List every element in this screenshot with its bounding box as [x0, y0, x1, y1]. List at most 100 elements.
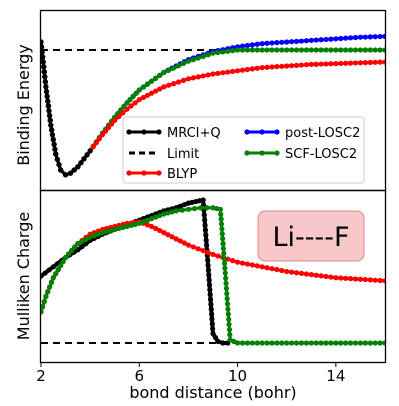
series-point	[274, 267, 280, 273]
series-point	[41, 39, 44, 45]
series-point	[225, 48, 231, 54]
series-point	[42, 79, 48, 85]
series-point	[161, 69, 167, 75]
series-point	[333, 36, 339, 42]
series-point	[377, 340, 383, 346]
series-point	[264, 265, 270, 271]
series-point	[367, 34, 373, 40]
series-point	[239, 340, 246, 346]
series-point	[308, 37, 314, 44]
series-point	[144, 92, 151, 98]
series-point	[195, 74, 201, 80]
series-point	[128, 222, 134, 228]
series-point	[269, 64, 275, 70]
series-point	[343, 35, 349, 41]
series-point	[234, 340, 241, 346]
series-point	[224, 291, 230, 297]
series-point	[47, 117, 53, 123]
series-point	[348, 60, 354, 66]
series-point	[220, 236, 226, 242]
x-tick-label: 10	[228, 367, 247, 385]
series-point	[303, 62, 309, 68]
series-point	[204, 205, 210, 211]
series-point	[328, 340, 334, 346]
legend-label: MRCI+Q	[167, 126, 221, 141]
series-point	[66, 251, 72, 257]
series-point	[202, 222, 208, 228]
series-point	[210, 50, 216, 56]
series-point	[269, 40, 275, 46]
series-point	[313, 340, 319, 346]
series-point	[120, 224, 126, 231]
series-point	[205, 257, 211, 263]
series-point	[348, 47, 354, 53]
series-point	[205, 267, 212, 273]
series-point	[136, 97, 142, 103]
series-point	[209, 321, 215, 327]
series-point	[191, 205, 198, 212]
series-point	[180, 77, 187, 83]
series-point	[352, 60, 359, 66]
series-point	[91, 233, 97, 239]
molecule-annotation: Li----F	[257, 210, 365, 262]
series-point	[293, 340, 300, 346]
series-point	[289, 39, 295, 45]
series-point	[132, 100, 138, 106]
series-point	[157, 227, 163, 234]
legend-marker	[156, 170, 162, 176]
series-point	[279, 340, 285, 346]
series-point	[221, 255, 227, 261]
series-point	[293, 38, 300, 44]
series-point	[99, 230, 106, 236]
series-point	[207, 296, 214, 303]
series-point	[148, 223, 155, 230]
bottom-ylabel: Mulliken Charge	[14, 212, 33, 340]
series-point	[333, 61, 339, 67]
series-point	[338, 60, 344, 67]
series-point	[239, 260, 246, 266]
series-point	[202, 217, 208, 223]
series-point	[289, 269, 295, 275]
series-point	[377, 59, 383, 65]
series-point	[176, 63, 182, 69]
series-point	[46, 267, 52, 273]
series-point	[357, 340, 364, 346]
series-point	[148, 78, 155, 84]
series-point	[343, 275, 349, 281]
series-point	[328, 274, 334, 280]
series-point	[75, 240, 81, 247]
series-point	[205, 249, 211, 256]
series-point	[140, 84, 146, 90]
series-point	[222, 270, 228, 276]
series-point	[206, 282, 213, 288]
top-series-layer	[41, 33, 385, 178]
series-point	[362, 47, 368, 53]
series-point	[284, 63, 290, 69]
series-point	[45, 289, 51, 295]
series-point	[254, 41, 260, 47]
series-point	[348, 340, 354, 346]
series-point	[352, 340, 359, 346]
series-point	[223, 275, 229, 281]
series-point	[362, 34, 368, 40]
series-point	[323, 340, 329, 346]
series-point	[53, 271, 59, 277]
series-point	[205, 72, 211, 78]
series-point	[169, 234, 175, 240]
series-point	[171, 81, 177, 87]
series-point	[289, 47, 295, 53]
series-point	[46, 108, 52, 114]
series-point	[75, 164, 81, 170]
series-point	[136, 87, 142, 93]
series-point	[218, 216, 224, 222]
series-point	[41, 304, 46, 310]
series-point	[79, 238, 85, 245]
series-point	[227, 332, 233, 338]
legend-marker	[126, 170, 132, 176]
legend-marker	[244, 129, 250, 135]
series-point	[207, 291, 213, 298]
series-point	[259, 47, 265, 53]
series-point	[244, 66, 250, 73]
series-point	[43, 84, 49, 90]
series-point	[269, 47, 275, 53]
